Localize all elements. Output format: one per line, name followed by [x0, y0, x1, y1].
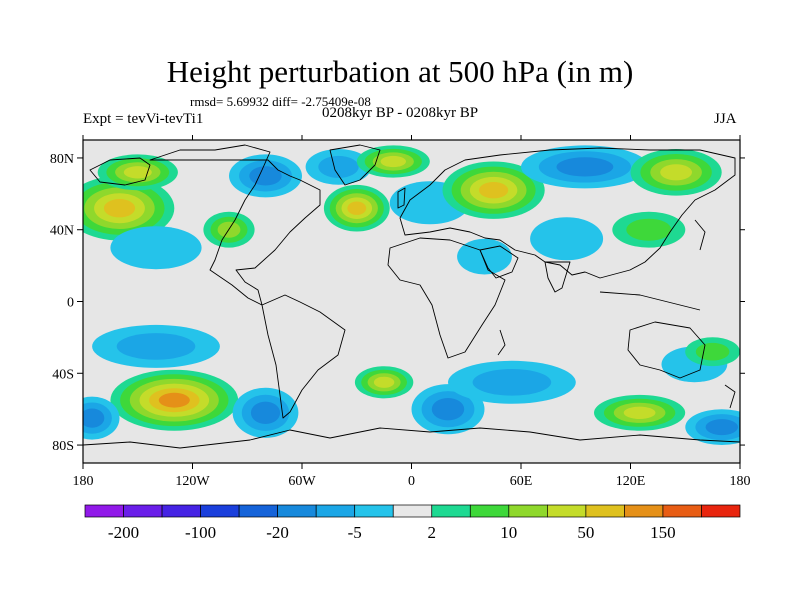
colorbar-swatch: [508, 504, 548, 518]
anomaly-24-level-3: [705, 419, 738, 436]
coast-japan: [694, 219, 706, 251]
y-tick-label: 0: [67, 296, 74, 311]
x-tick-label: 0: [408, 474, 415, 489]
x-tick-label: 180: [730, 474, 751, 489]
coast-eurasia: [399, 147, 736, 279]
y-tick-label: 40N: [50, 224, 74, 239]
colorbar-swatch: [161, 504, 201, 518]
anomaly-15-level-2: [116, 333, 196, 360]
coast-south-america: [261, 294, 346, 419]
colorbar-label: 10: [500, 523, 517, 542]
anomaly-7-level-4: [380, 155, 406, 168]
anomaly-9-level-5: [479, 182, 509, 199]
coast-madagascar: [497, 329, 506, 356]
anomaly-1-level-4: [123, 166, 152, 179]
coast-uk: [397, 187, 406, 209]
anomaly-21-level-4: [623, 406, 656, 419]
colorbar-swatch: [701, 504, 741, 518]
colorbar-label: -200: [108, 523, 139, 542]
x-tick-label: 120E: [616, 474, 646, 489]
colorbar-swatch: [238, 504, 278, 518]
period-label: 0208kyr BP - 0208kyr BP: [322, 105, 479, 121]
colorbar-label: -5: [348, 523, 362, 542]
colorbar-swatch: [123, 504, 163, 518]
colorbar-swatch: [469, 504, 510, 518]
coast-antarctica: [83, 427, 740, 449]
y-tick-label: 80S: [52, 439, 74, 454]
x-tick-label: 120W: [175, 474, 210, 489]
anomaly-4-level-2: [318, 155, 359, 178]
anomaly-10-level-3: [556, 157, 614, 177]
stats-line: rmsd= 5.69932 diff= -2.75409e-08: [190, 94, 371, 109]
coast-arabia: [479, 245, 519, 279]
anomaly-18-level-4: [373, 376, 395, 388]
y-tick-label: 80N: [50, 152, 74, 167]
anomaly-14-level-1: [457, 238, 512, 275]
colorbar-swatch: [662, 504, 702, 518]
map-axes: 180 120W 60W 0 60E 120E 180 80N 40N 0 40S 80S: [50, 135, 751, 489]
colorbar-swatch: [585, 504, 625, 518]
coast-greenland: [329, 144, 381, 186]
y-tick-label: 40S: [52, 367, 74, 382]
anomaly-13-level-1: [530, 217, 604, 261]
colorbar-swatch: [392, 504, 433, 518]
anomaly-16-level-6: [158, 392, 190, 408]
plot-title: Height perturbation at 500 hPa (in m): [166, 54, 634, 89]
colorbar-swatch: [277, 504, 317, 518]
colorbar-label: -100: [185, 523, 216, 542]
colorbar-swatch: [546, 504, 587, 518]
coast-india: [544, 261, 571, 293]
colorbar-label: 50: [577, 523, 594, 542]
anomaly-19-level-3: [431, 398, 465, 421]
colorbar-label: 150: [650, 523, 676, 542]
anomaly-11-level-4: [660, 164, 692, 181]
anomaly-layer: [83, 145, 740, 445]
colorbar-swatch: [354, 504, 394, 518]
coast-australia: [627, 321, 706, 379]
colorbar-label: 2: [428, 523, 437, 542]
x-tick-label: 60W: [288, 474, 316, 489]
coast-new-zealand: [724, 384, 736, 409]
x-tick-label: 180: [73, 474, 94, 489]
anomaly-2-level-1: [110, 226, 202, 270]
colorbar-swatch: [315, 504, 356, 518]
anomaly-17-level-3: [250, 401, 281, 424]
anomaly-0-level-5: [103, 199, 136, 218]
colorbar-swatch: [84, 504, 124, 518]
x-tick-label: 60E: [510, 474, 533, 489]
anomaly-5-level-5: [347, 201, 367, 215]
colorbar-label: -20: [266, 523, 289, 542]
colorbar-swatch: [431, 504, 471, 518]
coastlines: [83, 144, 740, 449]
anomaly-12-level-2: [626, 218, 672, 241]
coast-alaska: [89, 157, 151, 186]
anomaly-20-level-2: [472, 369, 552, 396]
experiment-label: Expt = tevVi-tevTi1: [83, 111, 204, 127]
coast-africa: [387, 237, 506, 359]
coast-indonesia: [599, 291, 701, 311]
colorbar-swatch: [624, 504, 664, 518]
season-label: JJA: [714, 111, 737, 127]
anomaly-25-level-3: [83, 408, 105, 428]
colorbar-swatch: [200, 504, 240, 518]
